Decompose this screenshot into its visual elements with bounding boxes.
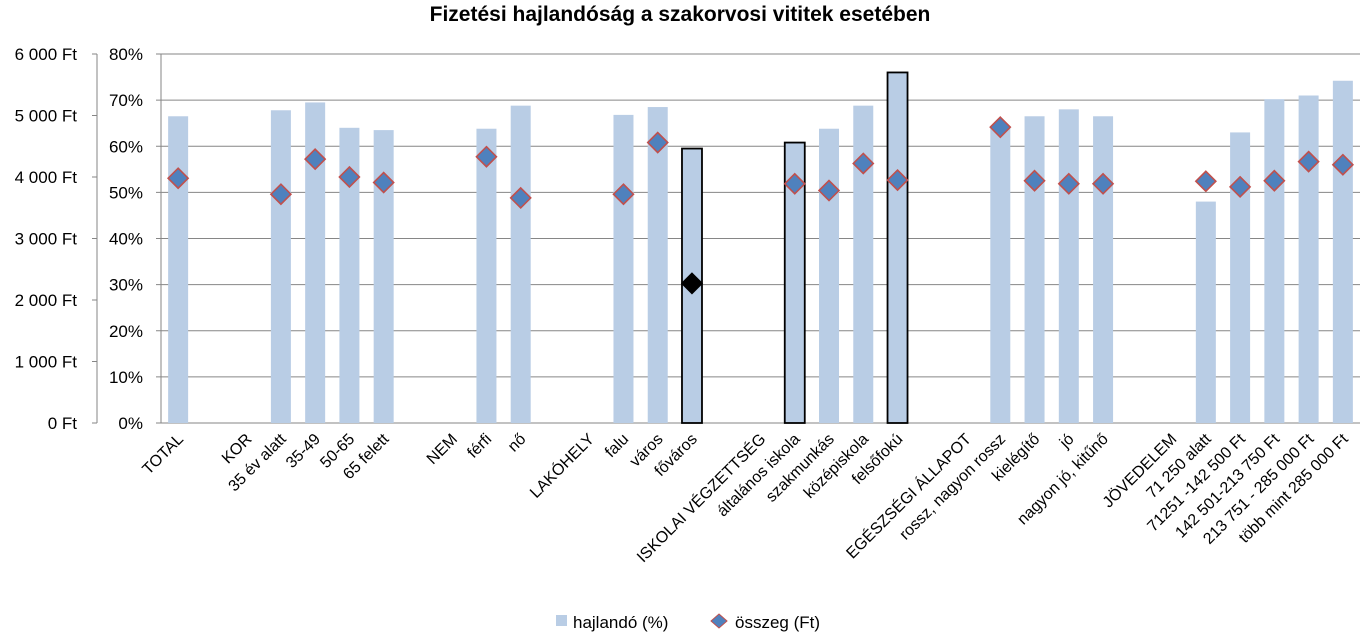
legend: hajlandó (%) összeg (Ft): [556, 613, 820, 632]
category-label: NEM: [424, 431, 461, 468]
marker: [1194, 170, 1217, 193]
bar: [339, 127, 360, 424]
gridlines: [161, 53, 1360, 424]
bar: [1058, 109, 1079, 423]
y-right-tick-label: 20%: [109, 322, 143, 341]
y-left-tick-label: 0 Ft: [48, 414, 78, 433]
category-label: férfi: [464, 431, 495, 462]
marker: [1023, 169, 1046, 192]
chart-title: Fizetési hajlandóság a szakorvosi vitite…: [430, 3, 931, 26]
bar: [305, 102, 326, 424]
y-left-tick-label: 2 000 Ft: [15, 291, 78, 310]
y-right-tick-label: 60%: [109, 137, 143, 156]
marker: [269, 183, 293, 206]
y-left-tick-label: 5 000 Ft: [15, 107, 78, 126]
marker: [817, 179, 841, 202]
bar: [476, 128, 497, 423]
bar: [1264, 99, 1285, 423]
marker: [852, 152, 875, 175]
marker: [475, 145, 498, 168]
bar: [168, 116, 189, 424]
y-right-tick-label: 0%: [118, 414, 143, 433]
bar: [1298, 95, 1319, 423]
bar: [510, 105, 531, 423]
legend-marker-osszeg: [710, 613, 728, 629]
y-left-tick-label: 6 000 Ft: [15, 45, 78, 64]
bar: [819, 128, 840, 423]
marker: [1091, 172, 1115, 195]
y-right-tick-label: 40%: [109, 230, 143, 249]
bar: [647, 107, 668, 423]
bar: [783, 141, 806, 424]
category-label: TOTAL: [140, 431, 188, 479]
marker: [886, 168, 909, 192]
legend-swatch-hajlando: [556, 615, 567, 626]
y-right-tick-label: 30%: [109, 276, 143, 295]
category-label: nő: [505, 431, 530, 456]
legend-label-hajlando: hajlandó (%): [573, 613, 668, 632]
y-right-tick-label: 70%: [109, 91, 143, 110]
legend-label-osszeg: összeg (Ft): [735, 613, 820, 632]
marker: [1331, 153, 1355, 176]
y-left-tick-label: 4 000 Ft: [15, 168, 78, 187]
bar: [270, 110, 291, 424]
y-right-tick-label: 50%: [109, 183, 143, 202]
y-axis-left: 0 Ft 1 000 Ft 2 000 Ft 3 000 Ft 4 000 Ft 5 00…: [15, 45, 98, 433]
marker: [612, 183, 635, 206]
marker: [304, 148, 327, 171]
bar: [613, 114, 634, 423]
bar: [886, 71, 909, 424]
y-left-tick-label: 1 000 Ft: [15, 353, 78, 372]
bar: [1332, 80, 1353, 423]
marker: [646, 131, 669, 154]
y-right-tick-label: 10%: [109, 368, 143, 387]
category-label: LAKÓHELY: [526, 429, 599, 502]
category-label: jó: [1056, 431, 1078, 453]
bar: [1024, 116, 1045, 424]
marker: [1263, 169, 1286, 192]
bar: [1195, 201, 1216, 423]
bar: [1093, 116, 1114, 424]
bars: [168, 71, 1353, 424]
y-axis-right: 0% 10% 20% 30% 40% 50% 60% 70% 80%: [109, 45, 162, 433]
category-label: 35-49: [283, 431, 324, 472]
y-right-tick-label: 80%: [109, 45, 143, 64]
marker: [372, 171, 395, 194]
marker: [166, 167, 190, 190]
bar: [990, 127, 1011, 424]
markers: [166, 116, 1355, 295]
bar: [373, 130, 394, 423]
marker: [1228, 175, 1252, 198]
y-left-tick-label: 3 000 Ft: [15, 230, 78, 249]
marker: [1297, 150, 1320, 173]
marker: [783, 172, 806, 195]
marker: [1057, 172, 1080, 195]
marker: [509, 186, 532, 210]
marker: [989, 116, 1012, 139]
marker: [680, 272, 704, 295]
marker: [338, 165, 361, 189]
bar: [853, 105, 874, 423]
bar: [1230, 132, 1251, 423]
